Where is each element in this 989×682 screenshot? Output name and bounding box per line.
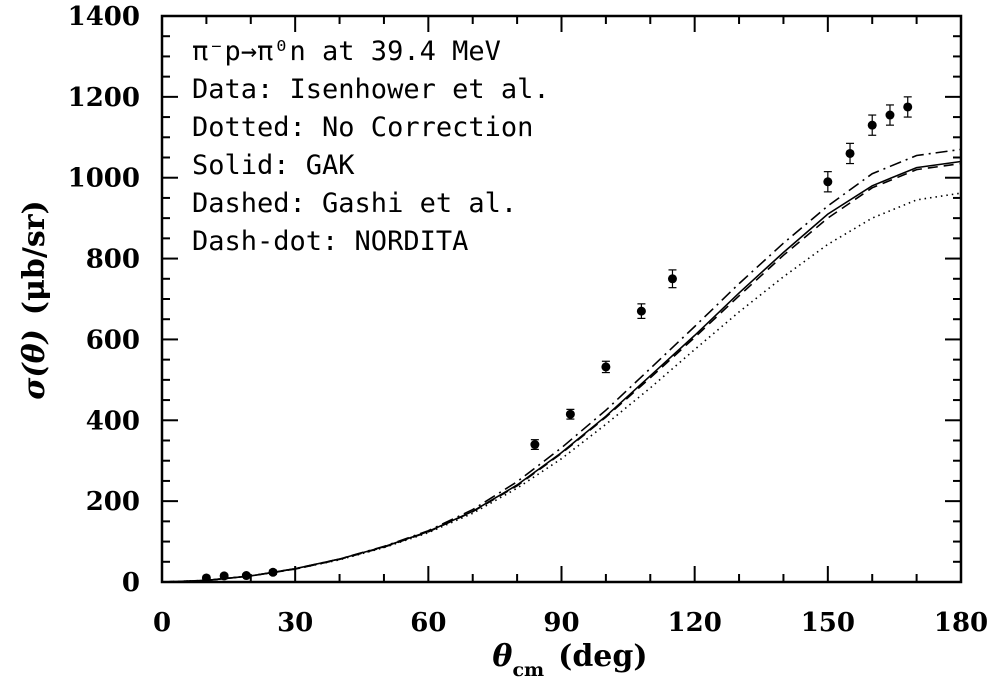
x-axis-unit: (deg) — [558, 639, 647, 674]
axis-ticks — [161, 15, 962, 583]
y-tick-label: 400 — [86, 406, 140, 436]
y-tick-label: 1200 — [68, 83, 140, 113]
data-point — [241, 571, 251, 581]
x-tick-label: 90 — [543, 608, 579, 638]
x-tick-labels: 0 30 60 90 120 150 180 — [153, 608, 988, 638]
data-point — [601, 362, 611, 372]
x-tick-label: 0 — [153, 608, 171, 638]
data-points — [201, 96, 913, 583]
x-axis-symbol: θ — [492, 639, 512, 674]
data-point — [219, 571, 229, 581]
data-point — [823, 177, 833, 187]
data-point — [867, 120, 877, 130]
y-tick-labels: 0 200 400 600 800 1000 1200 1400 — [68, 2, 140, 598]
y-axis-title: σ(θ) (μb/sr) — [17, 200, 52, 400]
data-point — [565, 409, 575, 419]
legend-dotted: Dotted: No Correction — [192, 112, 533, 143]
data-point — [636, 306, 646, 316]
y-tick-label: 1000 — [68, 164, 140, 194]
data-point — [530, 440, 540, 450]
y-tick-label: 800 — [86, 245, 140, 275]
y-axis-symbol: σ(θ) — [17, 329, 52, 400]
data-point — [268, 567, 278, 577]
y-tick-label: 1400 — [68, 2, 140, 32]
y-tick-label: 200 — [86, 487, 140, 517]
legend: π⁻p→π⁰n at 39.4 MeV Data: Isenhower et a… — [192, 36, 550, 257]
x-tick-label: 150 — [801, 608, 855, 638]
data-point — [845, 148, 855, 158]
legend-data: Data: Isenhower et al. — [192, 74, 550, 105]
y-axis-unit: (μb/sr) — [17, 200, 52, 315]
curve-solid — [161, 160, 962, 583]
x-tick-label: 60 — [410, 608, 446, 638]
data-point — [667, 274, 677, 284]
model-curves — [161, 148, 962, 583]
x-axis-subscript: cm — [512, 659, 544, 681]
legend-dashdot: Dash-dot: NORDITA — [192, 226, 468, 257]
x-tick-label: 180 — [934, 608, 988, 638]
y-tick-label: 600 — [86, 325, 140, 355]
data-point — [903, 102, 913, 112]
legend-reaction: π⁻p→π⁰n at 39.4 MeV — [192, 36, 501, 67]
curve-dotted — [161, 192, 962, 583]
data-point — [201, 573, 211, 583]
x-tick-label: 30 — [277, 608, 313, 638]
x-tick-label: 120 — [668, 608, 722, 638]
legend-dashed: Dashed: Gashi et al. — [192, 188, 517, 219]
y-tick-label: 0 — [122, 568, 140, 598]
curve-dashed — [161, 162, 962, 583]
legend-solid: Solid: GAK — [192, 150, 355, 181]
x-axis-title: θcm (deg) — [492, 639, 647, 681]
data-point — [885, 110, 895, 120]
